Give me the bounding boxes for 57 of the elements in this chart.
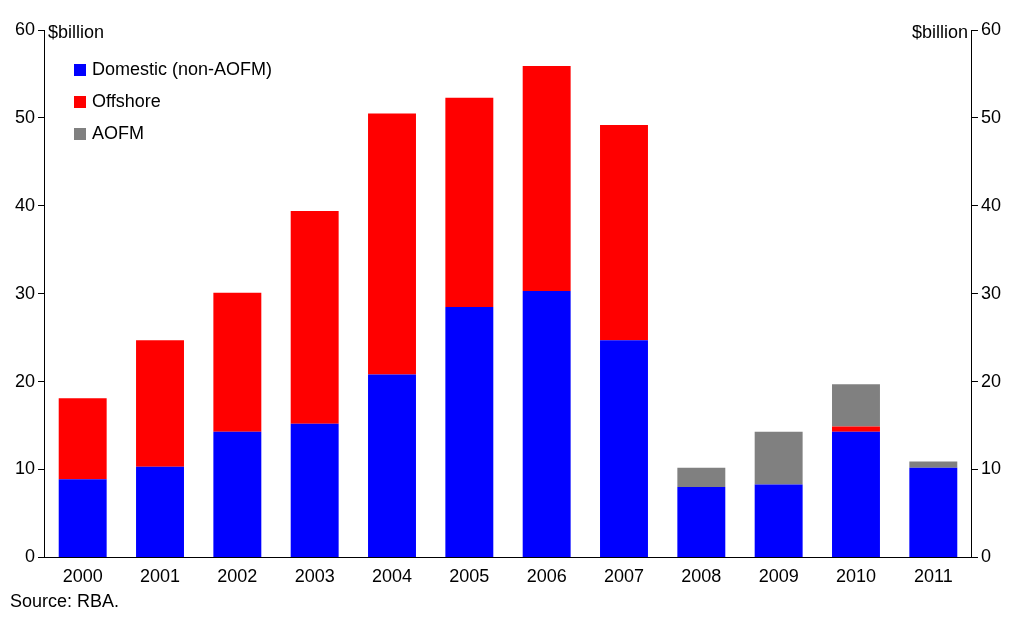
bar <box>136 466 184 557</box>
y-tick-label: 10 <box>14 458 36 479</box>
legend-label: Domestic (non-AOFM) <box>92 58 273 79</box>
y2-tick-label: 40 <box>980 194 1002 215</box>
x-tick-label: 2006 <box>526 566 567 587</box>
y-axis-title: $billion <box>48 21 105 42</box>
x-tick-label: 2008 <box>681 566 722 587</box>
bar <box>368 374 416 557</box>
legend-label: Offshore <box>92 90 161 111</box>
bar <box>832 426 880 432</box>
bar <box>58 479 107 557</box>
y-tick-label: 40 <box>14 194 36 215</box>
bar <box>522 291 571 557</box>
bar <box>522 66 571 292</box>
bar <box>909 467 958 557</box>
x-tick-label: 2009 <box>758 566 799 587</box>
bar <box>445 97 494 307</box>
y2-tick-label: 0 <box>980 546 991 567</box>
bar <box>136 340 184 467</box>
bar <box>290 211 339 424</box>
bar <box>600 124 648 341</box>
bar <box>677 467 726 488</box>
bar <box>677 487 726 557</box>
bar <box>213 431 262 557</box>
bar <box>290 423 339 557</box>
x-tick-label: 2001 <box>139 566 181 587</box>
y-tick-label: 20 <box>14 370 36 391</box>
x-tick-label: 2011 <box>913 566 953 587</box>
bar <box>600 340 648 557</box>
y2-axis-title: $billion <box>911 21 968 42</box>
bar <box>754 484 803 557</box>
y2-tick-label: 10 <box>980 458 1002 479</box>
x-tick-label: 2007 <box>603 566 645 587</box>
x-tick-label: 2000 <box>62 566 103 587</box>
y2-tick-label: 60 <box>980 18 1002 39</box>
y-tick-label: 60 <box>14 18 36 39</box>
bar <box>832 384 880 427</box>
bar <box>368 113 416 375</box>
x-tick-label: 2002 <box>217 566 258 587</box>
x-tick-label: 2004 <box>371 566 413 587</box>
y-tick-label: 30 <box>14 282 36 303</box>
y2-tick-label: 50 <box>980 106 1002 127</box>
y-tick-label: 50 <box>14 106 36 127</box>
x-tick-label: 2010 <box>835 566 877 587</box>
bar <box>832 431 880 557</box>
bar <box>58 398 107 480</box>
x-tick-label: 2005 <box>449 566 490 587</box>
y-tick-label: 0 <box>25 546 36 567</box>
source-note: Source: RBA. <box>10 590 120 611</box>
bar <box>213 292 262 432</box>
legend-label: AOFM <box>92 122 145 143</box>
bar <box>754 431 803 485</box>
bar <box>909 461 958 468</box>
y2-tick-label: 20 <box>980 370 1002 391</box>
y2-tick-label: 30 <box>980 282 1002 303</box>
x-tick-label: 2003 <box>294 566 335 587</box>
bar <box>445 306 494 557</box>
